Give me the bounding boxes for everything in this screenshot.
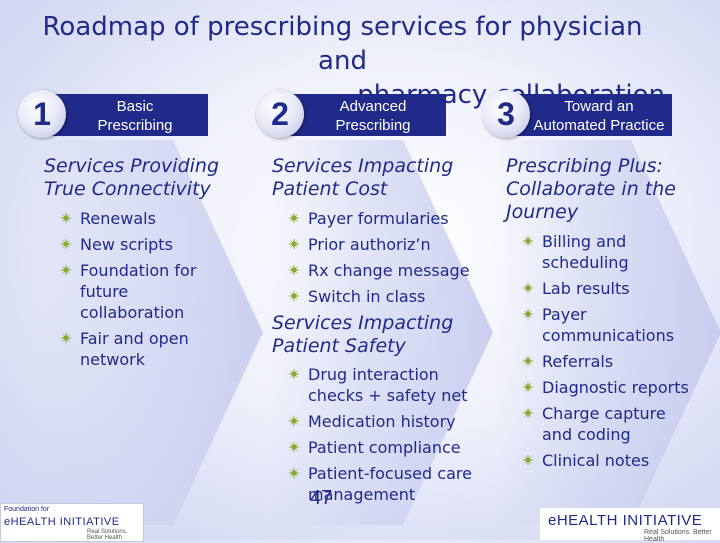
page-number: 47 [310, 487, 333, 509]
bullet-icon [60, 212, 72, 224]
bullet-icon [522, 308, 534, 320]
list-item: Clinical notes [520, 450, 716, 471]
list-item-text: network [80, 350, 145, 369]
bullet-icon [60, 264, 72, 276]
list-item-text: Diagnostic reports [542, 378, 689, 397]
list-item-text: Foundation for [80, 261, 197, 280]
list-item-text: Fair and open [80, 329, 189, 348]
bullet-icon [522, 454, 534, 466]
list-item-text: Payer [542, 305, 587, 324]
list-item-text: management [308, 485, 416, 504]
column-1-list: Renewals New scripts Foundation for future c… [58, 208, 228, 375]
stage-badge-1: 1 Basic Prescribing [18, 90, 208, 138]
list-item-text: future [80, 282, 129, 301]
list-item-text: Payer formularies [308, 209, 449, 228]
list-item-text: Lab results [542, 279, 630, 298]
stage-label-3: Toward an Automated Practice [533, 98, 665, 134]
list-item: Switch in class [286, 286, 486, 307]
bullet-icon [522, 282, 534, 294]
list-item: Lab results [520, 278, 716, 299]
bullet-icon [522, 381, 534, 393]
title-line-1: Roadmap of prescribing services for phys… [42, 12, 643, 76]
list-item-text: Patient-focused care [308, 464, 472, 483]
bullet-icon [288, 467, 300, 479]
list-item: Fair and open network [58, 328, 228, 370]
list-item: Payer communications [520, 304, 716, 346]
bullet-icon [288, 212, 300, 224]
column-2-heading: Services Impacting Patient Cost [272, 155, 454, 200]
list-item-text: scheduling [542, 253, 629, 272]
stage-badge-2: 2 Advanced Prescribing [256, 90, 446, 138]
list-item: Rx change message [286, 260, 486, 281]
list-item: Payer formularies [286, 208, 486, 229]
bullet-icon [522, 355, 534, 367]
list-item-text: Switch in class [308, 287, 426, 306]
bullet-icon [288, 441, 300, 453]
list-item: Diagnostic reports [520, 377, 716, 398]
list-item-text: checks + safety net [308, 386, 468, 405]
list-item-text: Referrals [542, 352, 614, 371]
list-item: Billing and scheduling [520, 231, 716, 273]
ehealth-logo-right: eHEALTH INITIATIVE Real Solutions. Bette… [540, 508, 720, 543]
list-item: Drug interaction checks + safety net [286, 364, 486, 406]
bullet-icon [288, 415, 300, 427]
list-item-text: Medication history [308, 412, 456, 431]
column-3-heading: Prescribing Plus: Collaborate in the Jou… [506, 155, 676, 223]
list-item: Charge capture and coding [520, 403, 716, 445]
list-item: Medication history [286, 411, 486, 432]
list-item: Renewals [58, 208, 228, 229]
list-item-text: Clinical notes [542, 451, 650, 470]
bullet-icon [60, 332, 72, 344]
bullet-icon [288, 368, 300, 380]
column-2-list-safety: Drug interaction checks + safety net Medic… [286, 364, 486, 510]
list-item: Referrals [520, 351, 716, 372]
list-item: Patient compliance [286, 437, 486, 458]
ehealth-logo-left: Foundation for eHEALTH INITIATIVE Real S… [0, 503, 144, 542]
stage-number-3: 3 [482, 90, 530, 138]
list-item-text: Patient compliance [308, 438, 461, 457]
bullet-icon [288, 290, 300, 302]
stage-number-2: 2 [256, 90, 304, 138]
list-item-text: communications [542, 326, 675, 345]
list-item-text: Prior authoriz’n [308, 235, 431, 254]
bullet-icon [288, 238, 300, 250]
list-item: Prior authoriz’n [286, 234, 486, 255]
list-item: Patient-focused care management [286, 463, 486, 505]
stage-label-2: Advanced Prescribing [335, 98, 411, 134]
column-3-list: Billing and scheduling Lab results Payer com… [520, 231, 716, 476]
bullet-icon [522, 407, 534, 419]
list-item-text: New scripts [80, 235, 173, 254]
column-1-heading: Services Providing True Connectivity [44, 155, 220, 200]
stage-number-1: 1 [18, 90, 66, 138]
stage-badge-3: 3 Toward an Automated Practice [482, 90, 672, 138]
bullet-icon [522, 235, 534, 247]
list-item: New scripts [58, 234, 228, 255]
list-item-text: Renewals [80, 209, 156, 228]
column-2-list-cost: Payer formularies Prior authoriz’n Rx chan… [286, 208, 486, 312]
bullet-icon [288, 264, 300, 276]
list-item-text: Charge capture [542, 404, 666, 423]
list-item-text: collaboration [80, 303, 185, 322]
list-item-text: and coding [542, 425, 631, 444]
list-item-text: Drug interaction [308, 365, 439, 384]
list-item-text: Billing and [542, 232, 627, 251]
list-item-text: Rx change message [308, 261, 470, 280]
list-item: Foundation for future collaboration [58, 260, 228, 323]
column-2-heading-safety: Services Impacting Patient Safety [272, 312, 454, 357]
stage-label-1: Basic Prescribing [97, 98, 173, 134]
bullet-icon [60, 238, 72, 250]
